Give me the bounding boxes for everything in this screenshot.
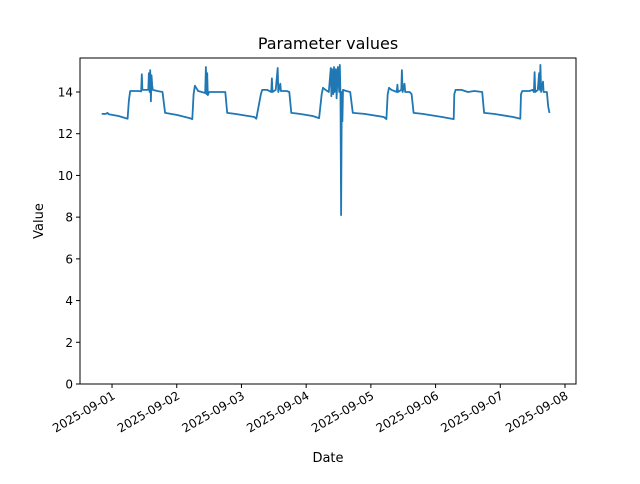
y-tick-label: 8 (65, 211, 73, 225)
axes-frame (79, 57, 577, 385)
y-tick-label: 0 (65, 378, 73, 392)
y-axis-label: Value (32, 203, 47, 239)
series-line (101, 64, 551, 216)
plot-area (101, 64, 551, 216)
y-tick-label: 6 (65, 252, 73, 266)
y-tick-label: 4 (65, 294, 73, 308)
y-tick-label: 12 (58, 127, 73, 141)
y-axis: 0 2 4 6 8 10 12 14 (58, 85, 80, 392)
y-tick-label: 14 (58, 85, 73, 99)
y-tick-label: 2 (65, 336, 73, 350)
y-tick-label: 10 (58, 169, 73, 183)
x-axis-label: Date (312, 451, 343, 466)
chart-title: Parameter values (258, 34, 398, 53)
